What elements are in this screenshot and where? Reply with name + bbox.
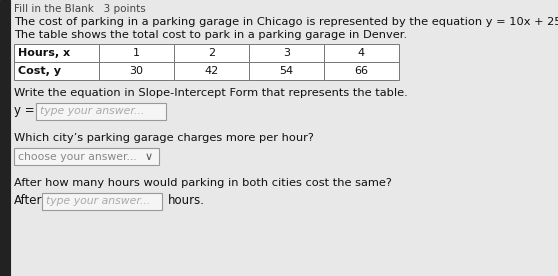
Text: Cost, y: Cost, y xyxy=(18,66,61,76)
Text: Which city’s parking garage charges more per hour?: Which city’s parking garage charges more… xyxy=(14,133,314,143)
Bar xyxy=(14,62,99,80)
Text: 4: 4 xyxy=(358,48,365,58)
Bar xyxy=(174,62,249,80)
Text: 2: 2 xyxy=(208,48,215,58)
Text: Hours, x: Hours, x xyxy=(18,48,70,58)
Text: choose your answer...: choose your answer... xyxy=(18,152,137,161)
Text: type your answer...: type your answer... xyxy=(40,107,145,116)
Bar xyxy=(249,62,324,80)
Bar xyxy=(42,193,162,210)
Bar xyxy=(324,44,399,62)
Bar xyxy=(324,62,399,80)
Text: Fill in the Blank   3 points: Fill in the Blank 3 points xyxy=(14,4,146,14)
Text: 3: 3 xyxy=(283,48,290,58)
Text: 42: 42 xyxy=(204,66,219,76)
Text: 30: 30 xyxy=(129,66,143,76)
Text: After: After xyxy=(14,194,42,207)
Bar xyxy=(174,44,249,62)
Text: 66: 66 xyxy=(354,66,368,76)
Text: hours.: hours. xyxy=(168,194,205,207)
Text: type your answer...: type your answer... xyxy=(46,197,150,206)
Bar xyxy=(14,148,159,165)
Bar xyxy=(99,62,174,80)
Bar xyxy=(14,44,99,62)
Text: 1: 1 xyxy=(133,48,140,58)
Bar xyxy=(99,44,174,62)
Text: The table shows the total cost to park in a parking garage in Denver.: The table shows the total cost to park i… xyxy=(14,30,407,40)
Bar xyxy=(249,44,324,62)
Text: After how many hours would parking in both cities cost the same?: After how many hours would parking in bo… xyxy=(14,178,392,188)
Text: Write the equation in Slope-Intercept Form that represents the table.: Write the equation in Slope-Intercept Fo… xyxy=(14,88,408,98)
Text: 54: 54 xyxy=(280,66,294,76)
Text: The cost of parking in a parking garage in Chicago is represented by the equatio: The cost of parking in a parking garage … xyxy=(14,17,558,27)
Text: y =: y = xyxy=(14,104,35,117)
Text: ∨: ∨ xyxy=(145,152,153,161)
Bar xyxy=(36,103,166,120)
Bar xyxy=(0,0,10,276)
